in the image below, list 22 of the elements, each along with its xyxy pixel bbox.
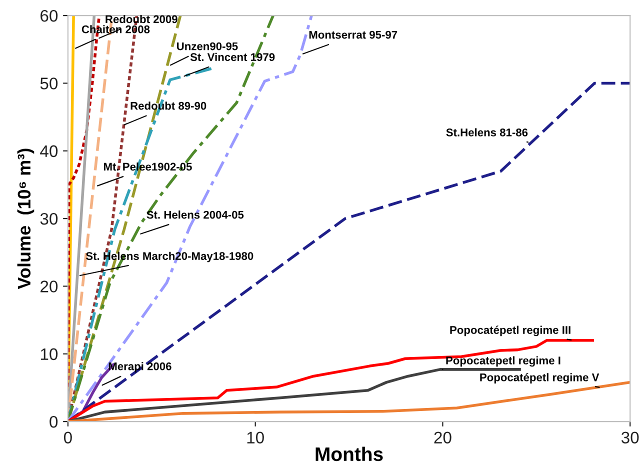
- annotation: Popocatepetl regime I: [446, 356, 560, 367]
- y-tick-label: 50: [40, 78, 58, 90]
- y-axis-title: Volume (10⁶ m³): [17, 148, 34, 290]
- annotation: Redoubt 2009: [106, 14, 178, 24]
- annotation: Montserrat 95-97: [309, 30, 398, 39]
- y-tick-label: 30: [40, 212, 58, 225]
- x-tick-label: 20: [434, 432, 452, 444]
- y-tick-label: 20: [40, 280, 58, 292]
- x-axis-title: Months: [316, 446, 383, 462]
- y-tick-label: 0: [50, 416, 58, 428]
- y-tick-label: 40: [40, 145, 58, 158]
- y-tick-label: 60: [40, 10, 58, 22]
- x-tick-label: 30: [621, 432, 639, 444]
- y-tick-label: 10: [40, 348, 58, 360]
- annotation: St.Helens 81-86: [446, 128, 528, 136]
- annotation: St. Helens 2004-05: [146, 210, 244, 219]
- x-tick-label: 0: [64, 432, 72, 444]
- annotation: St. Vincent 1979: [190, 52, 275, 62]
- annotation: Popocatépetl regime III: [450, 326, 570, 336]
- annotation: Unzen90-95: [177, 42, 238, 50]
- annotation: Popocatépetl regime V: [480, 373, 600, 384]
- x-tick-label: 10: [247, 432, 264, 444]
